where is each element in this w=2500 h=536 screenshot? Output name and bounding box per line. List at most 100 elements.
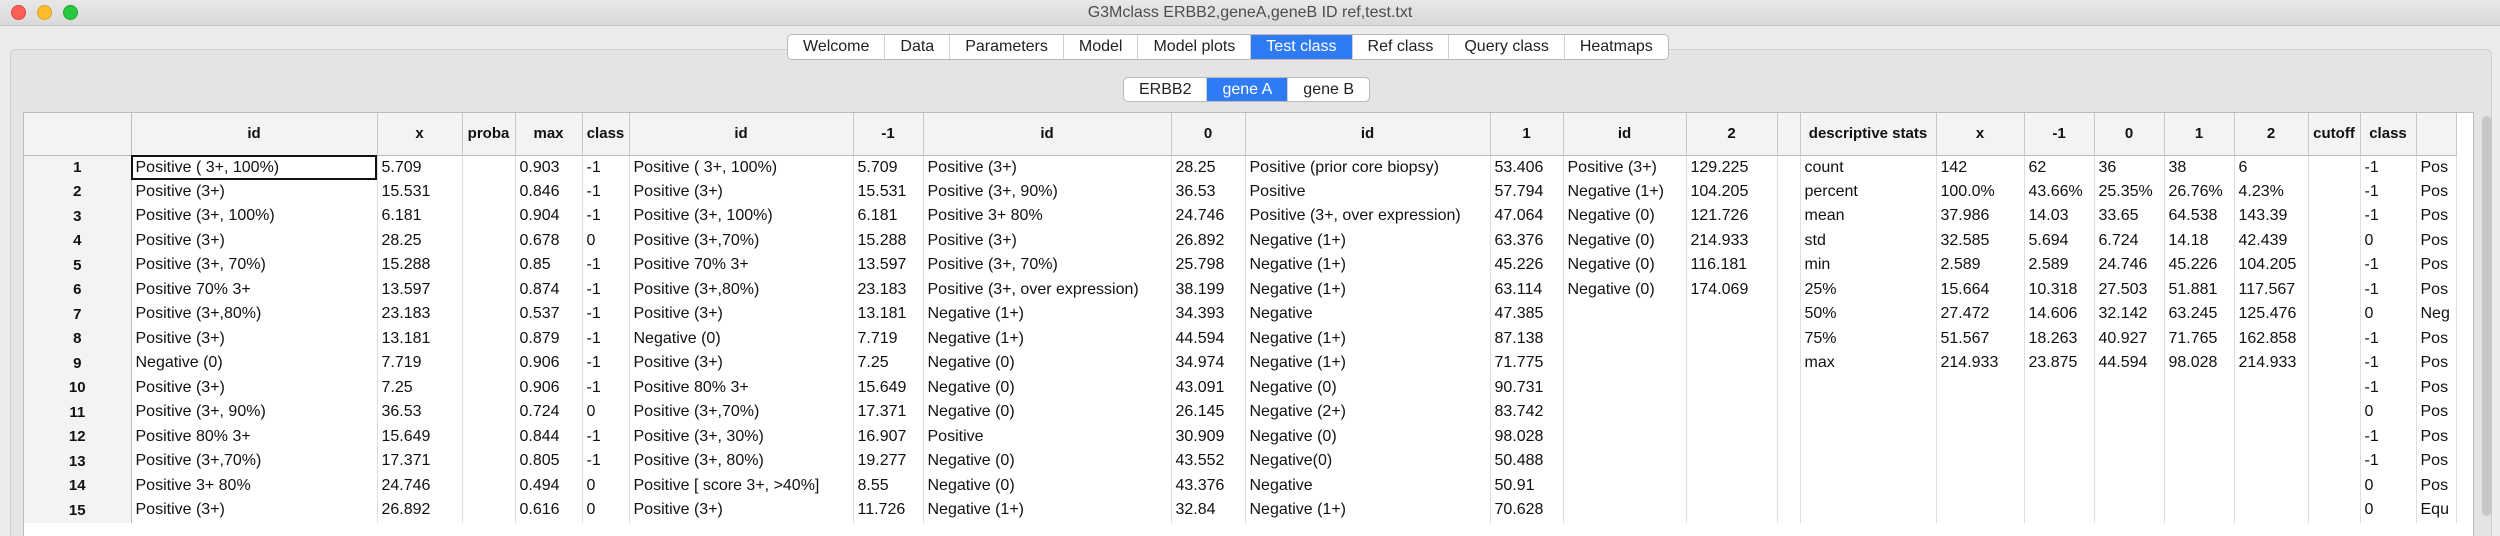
table-cell[interactable]: Positive (3+,80%) bbox=[131, 302, 378, 327]
table-cell[interactable]: 16.907 bbox=[853, 424, 924, 449]
table-row[interactable]: 13 Positive (3+,70%) 17.371 0.805 -1 Positive… bbox=[24, 449, 2457, 474]
table-cell[interactable]: 2.589 bbox=[1936, 253, 2025, 278]
table-cell[interactable] bbox=[462, 449, 516, 474]
table-cell[interactable]: -1 bbox=[582, 351, 630, 376]
table-cell[interactable]: 64.538 bbox=[2164, 204, 2235, 229]
table-row[interactable]: 6 Positive 70% 3+ 13.597 0.874 -1 Positive (3… bbox=[24, 277, 2457, 302]
minimize-window-button[interactable] bbox=[37, 5, 52, 20]
table-cell[interactable]: Negative (1+) bbox=[1245, 277, 1491, 302]
close-window-button[interactable] bbox=[11, 5, 26, 20]
table-cell[interactable]: Pos bbox=[2416, 253, 2457, 278]
column-header[interactable]: x bbox=[1936, 113, 2025, 156]
table-cell[interactable] bbox=[1563, 449, 1687, 474]
table-cell[interactable]: 15.288 bbox=[377, 253, 463, 278]
table-cell[interactable]: 63.245 bbox=[2164, 302, 2235, 327]
table-cell[interactable] bbox=[2308, 253, 2361, 278]
table-cell[interactable] bbox=[2024, 498, 2095, 523]
table-cell[interactable]: 38.199 bbox=[1171, 277, 1246, 302]
column-header[interactable]: 0 bbox=[1171, 113, 1246, 156]
column-header[interactable] bbox=[2416, 113, 2457, 156]
table-cell[interactable]: Pos bbox=[2416, 228, 2457, 253]
table-cell[interactable]: Negative(0) bbox=[1245, 449, 1491, 474]
table-cell[interactable] bbox=[2308, 277, 2361, 302]
table-cell[interactable]: 0.903 bbox=[515, 155, 583, 180]
table-cell[interactable] bbox=[2308, 375, 2361, 400]
table-cell[interactable]: Positive (3+, over expression) bbox=[1245, 204, 1491, 229]
table-cell[interactable] bbox=[1563, 473, 1687, 498]
table-cell[interactable]: 13.181 bbox=[377, 326, 463, 351]
column-header[interactable]: cutoff bbox=[2308, 113, 2361, 156]
table-cell[interactable]: 6.181 bbox=[853, 204, 924, 229]
table-cell[interactable]: 15.649 bbox=[853, 375, 924, 400]
table-row[interactable]: 5 Positive (3+, 70%) 15.288 0.85 -1 Positive … bbox=[24, 253, 2457, 278]
table-cell[interactable]: 0.537 bbox=[515, 302, 583, 327]
table-cell[interactable]: 13.181 bbox=[853, 302, 924, 327]
table-cell[interactable]: 0 bbox=[582, 228, 630, 253]
table-cell[interactable]: 0 bbox=[582, 498, 630, 523]
table-cell[interactable]: -1 bbox=[2360, 326, 2417, 351]
subtab-gene-b[interactable]: gene B bbox=[1303, 81, 1355, 98]
column-header[interactable]: -1 bbox=[2024, 113, 2095, 156]
table-cell[interactable] bbox=[1686, 473, 1778, 498]
table-cell[interactable] bbox=[1936, 400, 2025, 425]
table-cell[interactable]: Pos bbox=[2416, 400, 2457, 425]
table-cell[interactable]: 0 bbox=[2360, 400, 2417, 425]
table-cell[interactable]: 34.393 bbox=[1171, 302, 1246, 327]
table-cell[interactable]: 0.85 bbox=[515, 253, 583, 278]
table-cell[interactable]: Negative (0) bbox=[923, 351, 1172, 376]
table-cell[interactable]: std bbox=[1800, 228, 1937, 253]
table-row[interactable]: 12 Positive 80% 3+ 15.649 0.844 -1 Positive (… bbox=[24, 424, 2457, 449]
table-cell[interactable]: 214.933 bbox=[2234, 351, 2309, 376]
tab-query-class[interactable]: Query class bbox=[1449, 35, 1565, 59]
table-cell[interactable] bbox=[1686, 375, 1778, 400]
table-cell[interactable]: 43.552 bbox=[1171, 449, 1246, 474]
tab-ref-class[interactable]: Ref class bbox=[1353, 35, 1450, 59]
table-row[interactable]: 3 Positive (3+, 100%) 6.181 0.904 -1 Positive… bbox=[24, 204, 2457, 229]
table-cell[interactable]: 0.846 bbox=[515, 179, 583, 204]
table-cell[interactable]: Positive (prior core biopsy) bbox=[1245, 155, 1491, 180]
table-cell[interactable]: 23.875 bbox=[2024, 351, 2095, 376]
column-header[interactable]: x bbox=[377, 113, 463, 156]
column-header[interactable] bbox=[24, 113, 132, 156]
column-header[interactable] bbox=[1777, 113, 1801, 156]
table-cell[interactable] bbox=[462, 204, 516, 229]
table-cell[interactable]: Positive 80% 3+ bbox=[629, 375, 854, 400]
table-cell[interactable]: 0.724 bbox=[515, 400, 583, 425]
table-cell[interactable] bbox=[1686, 326, 1778, 351]
table-cell[interactable] bbox=[2094, 498, 2165, 523]
table-cell[interactable]: 0.874 bbox=[515, 277, 583, 302]
table-cell[interactable]: 38 bbox=[2164, 155, 2235, 180]
subtab-gene-a[interactable]: gene A bbox=[1207, 78, 1289, 101]
table-cell[interactable]: 15.649 bbox=[377, 424, 463, 449]
table-cell[interactable] bbox=[2164, 473, 2235, 498]
table-cell[interactable]: Equ bbox=[2416, 498, 2457, 523]
table-cell[interactable] bbox=[2024, 375, 2095, 400]
table-cell[interactable]: -1 bbox=[582, 449, 630, 474]
table-cell[interactable]: 142 bbox=[1936, 155, 2025, 180]
table-cell[interactable]: 27.503 bbox=[2094, 277, 2165, 302]
table-cell[interactable]: 7.25 bbox=[377, 375, 463, 400]
table-cell[interactable]: 2.589 bbox=[2024, 253, 2095, 278]
table-cell[interactable] bbox=[2308, 228, 2361, 253]
column-header[interactable]: -1 bbox=[853, 113, 924, 156]
table-cell[interactable] bbox=[1563, 400, 1687, 425]
table-cell[interactable]: Positive (3+,70%) bbox=[629, 228, 854, 253]
table-cell[interactable]: -1 bbox=[582, 155, 630, 180]
table-cell[interactable]: -1 bbox=[582, 302, 630, 327]
table-cell[interactable] bbox=[2094, 424, 2165, 449]
table-row[interactable]: 8 Positive (3+) 13.181 0.879 -1 Negative (0) 7… bbox=[24, 326, 2457, 351]
table-cell[interactable]: 23.183 bbox=[853, 277, 924, 302]
table-cell[interactable]: 14.606 bbox=[2024, 302, 2095, 327]
table-cell[interactable]: 25.35% bbox=[2094, 179, 2165, 204]
table-cell[interactable]: Pos bbox=[2416, 155, 2457, 180]
table-cell[interactable] bbox=[2308, 155, 2361, 180]
table-cell[interactable]: 30.909 bbox=[1171, 424, 1246, 449]
table-cell[interactable]: 90.731 bbox=[1490, 375, 1564, 400]
table-cell[interactable]: 43.66% bbox=[2024, 179, 2095, 204]
table-cell[interactable]: Pos bbox=[2416, 473, 2457, 498]
table-cell[interactable]: 23.183 bbox=[377, 302, 463, 327]
table-cell[interactable]: Positive (3+) bbox=[131, 179, 378, 204]
table-cell[interactable]: 125.476 bbox=[2234, 302, 2309, 327]
table-cell[interactable]: -1 bbox=[2360, 179, 2417, 204]
table-cell[interactable]: 7.25 bbox=[853, 351, 924, 376]
